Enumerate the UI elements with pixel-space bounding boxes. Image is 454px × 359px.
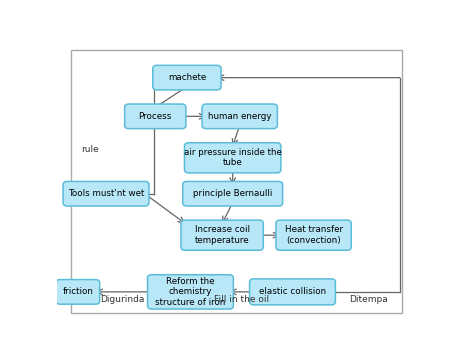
- FancyBboxPatch shape: [125, 104, 186, 129]
- Text: friction: friction: [62, 287, 94, 297]
- FancyBboxPatch shape: [250, 279, 336, 305]
- FancyBboxPatch shape: [181, 220, 263, 250]
- Text: human energy: human energy: [208, 112, 271, 121]
- FancyBboxPatch shape: [184, 143, 281, 173]
- Text: air pressure inside the
tube: air pressure inside the tube: [184, 148, 281, 168]
- FancyBboxPatch shape: [56, 280, 100, 304]
- Text: Process: Process: [138, 112, 172, 121]
- Text: Increase coil
temperature: Increase coil temperature: [195, 225, 250, 245]
- Text: Tools must'nt wet: Tools must'nt wet: [68, 189, 144, 198]
- FancyBboxPatch shape: [153, 65, 221, 90]
- Text: principle Bernaulli: principle Bernaulli: [193, 189, 272, 198]
- Text: Ditempa: Ditempa: [349, 295, 388, 304]
- Text: elastic collision: elastic collision: [259, 287, 326, 297]
- Text: Digurinda: Digurinda: [100, 295, 144, 304]
- Text: machete: machete: [168, 73, 206, 82]
- Text: Heat transfer
(convection): Heat transfer (convection): [285, 225, 343, 245]
- FancyBboxPatch shape: [148, 275, 233, 309]
- Text: Fill in the oil: Fill in the oil: [214, 295, 269, 304]
- FancyBboxPatch shape: [276, 220, 351, 250]
- Text: rule: rule: [81, 145, 99, 154]
- FancyBboxPatch shape: [63, 181, 149, 206]
- FancyBboxPatch shape: [183, 181, 283, 206]
- Text: Reform the
chemistry
structure of iron: Reform the chemistry structure of iron: [155, 277, 226, 307]
- FancyBboxPatch shape: [202, 104, 277, 129]
